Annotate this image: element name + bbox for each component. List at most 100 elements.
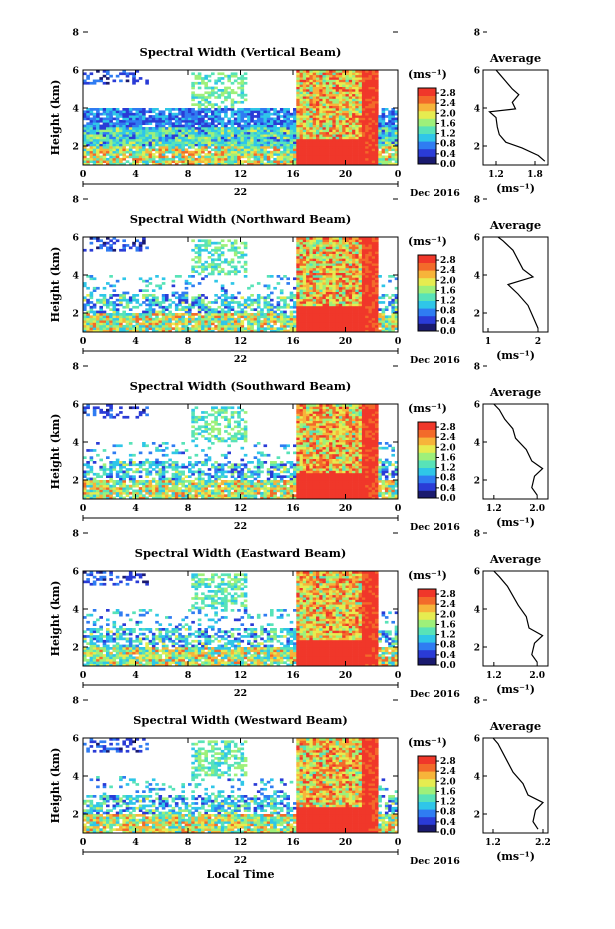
heatmap-cell <box>138 117 143 121</box>
heatmap-cell <box>348 160 353 163</box>
heatmap-cell <box>227 272 231 276</box>
heatmap-cell <box>207 108 212 111</box>
heatmap-cell <box>237 155 241 159</box>
heatmap-cell <box>306 284 310 288</box>
heatmap-cell <box>102 310 107 314</box>
heatmap-cell <box>102 320 107 323</box>
heatmap-cell <box>358 122 363 125</box>
heatmap-cell <box>171 148 176 152</box>
heatmap-cell <box>243 153 248 156</box>
heatmap-cell <box>299 256 304 259</box>
heatmap-cell <box>312 136 317 140</box>
heatmap-cell <box>151 317 156 321</box>
heatmap-cell <box>345 286 350 290</box>
heatmap-cell <box>361 70 366 73</box>
heatmap-cell <box>368 241 373 245</box>
heatmap-cell <box>112 324 117 328</box>
heatmap-cell <box>224 134 228 137</box>
heatmap-cell <box>332 284 336 288</box>
heatmap-cell <box>99 160 103 163</box>
heatmap-cell <box>191 313 195 316</box>
heatmap-cell <box>227 322 231 326</box>
heatmap-cell <box>161 153 166 156</box>
heatmap-cell <box>115 315 120 319</box>
heatmap-cell <box>279 138 284 142</box>
heatmap-cell <box>312 286 317 290</box>
heatmap-cell <box>375 248 379 252</box>
heatmap-cell <box>204 308 208 311</box>
heatmap-cell <box>368 284 373 288</box>
heatmap-cell <box>201 244 205 247</box>
heatmap-cell <box>135 246 140 250</box>
heatmap-cell <box>352 70 356 73</box>
heatmap-cell <box>325 256 330 259</box>
heatmap-cell <box>201 150 205 154</box>
heatmap-cell <box>338 284 343 288</box>
heatmap-cell <box>299 246 304 250</box>
heatmap-cell <box>247 329 251 333</box>
heatmap-cell <box>335 146 340 149</box>
heatmap-cell <box>96 150 100 154</box>
heatmap-cell <box>368 244 373 247</box>
heatmap-cell <box>316 267 320 271</box>
heatmap-cell <box>220 267 225 271</box>
heatmap-cell <box>365 157 369 161</box>
heatmap-cell <box>224 127 228 130</box>
heatmap-cell <box>378 124 382 128</box>
heatmap-cell <box>355 270 359 273</box>
heatmap-cell <box>316 91 320 95</box>
heatmap-cell <box>233 138 238 142</box>
heatmap-cell <box>119 317 123 321</box>
heatmap-cell <box>266 108 271 111</box>
heatmap-cell <box>109 143 113 147</box>
heatmap-cell <box>168 136 172 140</box>
heatmap-cell <box>89 294 94 297</box>
heatmap-cell <box>384 294 389 297</box>
heatmap-cell <box>227 155 231 159</box>
heatmap-cell <box>260 127 264 130</box>
heatmap-cell <box>161 119 166 123</box>
heatmap-cell <box>342 244 346 247</box>
heatmap-cell <box>312 153 317 156</box>
heatmap-cell <box>191 127 195 130</box>
heatmap-cell <box>266 117 271 121</box>
heatmap-cell <box>316 77 320 80</box>
heatmap-cell <box>174 138 179 142</box>
heatmap-cell <box>158 131 163 135</box>
heatmap-cell <box>368 275 373 278</box>
heatmap-cell <box>289 150 294 154</box>
heatmap-cell <box>371 291 376 295</box>
heatmap-cell <box>158 127 163 130</box>
heatmap-cell <box>247 317 251 321</box>
heatmap-cell <box>99 322 103 326</box>
heatmap-cell <box>342 267 346 271</box>
heatmap-cell <box>375 70 379 73</box>
heatmap-cell <box>375 298 379 302</box>
heatmap-cell <box>371 237 376 240</box>
heatmap-cell <box>322 155 327 159</box>
heatmap-cell <box>289 160 294 163</box>
heatmap-cell <box>250 117 254 121</box>
heatmap-cell <box>270 313 274 316</box>
heatmap-cell <box>358 303 363 307</box>
heatmap-cell <box>86 275 90 278</box>
heatmap-cell <box>191 324 195 328</box>
heatmap-cell <box>335 289 340 292</box>
heatmap-cell <box>240 308 245 311</box>
heatmap-cell <box>207 315 212 319</box>
heatmap-cell <box>375 258 379 262</box>
heatmap-cell <box>338 160 343 163</box>
heatmap-cell <box>312 141 317 144</box>
heatmap-cell <box>319 237 323 240</box>
heatmap-cell <box>335 74 340 78</box>
heatmap-cell <box>142 241 146 245</box>
heatmap-cell <box>191 136 195 140</box>
heatmap-cell <box>306 298 310 302</box>
heatmap-cell <box>224 296 228 300</box>
heatmap-cell <box>309 303 313 307</box>
heatmap-cell <box>309 119 313 123</box>
heatmap-cell <box>296 248 300 252</box>
heatmap-cell <box>306 327 310 330</box>
heatmap-cell <box>302 157 307 161</box>
heatmap-cell <box>253 119 258 123</box>
